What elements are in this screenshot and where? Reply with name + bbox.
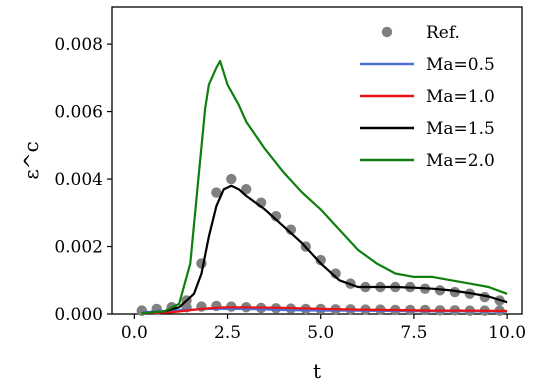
y-tick-label: 0.008	[54, 35, 103, 55]
legend-label-ma-1-0: Ma=1.0	[426, 87, 495, 107]
axes-layer: 0.0 2.5 5.0 7.5 10.0 0.000 0.002 0.004 0.006 0.00…	[54, 35, 526, 343]
plot-area	[111, 6, 523, 315]
x-tick-label: 0.0	[121, 323, 148, 343]
ref-point	[211, 187, 222, 198]
legend-marker-ref	[381, 26, 393, 38]
legend-label-ref: Ref.	[426, 23, 460, 43]
ref-point	[226, 173, 237, 185]
x-tick-label: 5.0	[307, 323, 334, 343]
y-tick-label: 0.002	[54, 238, 103, 258]
x-tick-label: 7.5	[400, 323, 427, 343]
y-tick-label: 0.000	[54, 305, 103, 325]
y-tick-label: 0.006	[54, 103, 103, 123]
legend-label-ma-2-0: Ma=2.0	[426, 151, 495, 171]
ref-point	[270, 210, 282, 222]
series-line-ma-1-0	[141, 306, 508, 315]
series-line-ma-1-5	[141, 184, 508, 315]
data-layer	[136, 59, 508, 316]
x-tick-label: 10.0	[488, 323, 526, 343]
ref-point	[330, 268, 341, 279]
series-line-ma-2-0	[141, 59, 508, 315]
legend: Ref. Ma=0.5 Ma=1.0 Ma=1.5 Ma=2.0	[360, 23, 495, 171]
x-tick-label: 2.5	[214, 323, 241, 343]
legend-label-ma-1-5: Ma=1.5	[426, 119, 495, 139]
legend-label-ma-0-5: Ma=0.5	[426, 55, 495, 75]
ref-point	[315, 254, 326, 266]
ref-point	[240, 183, 252, 195]
x-axis-label: t	[313, 359, 321, 383]
ref-point	[285, 224, 297, 235]
y-axis-label: ε^c	[19, 141, 43, 179]
y-tick-label: 0.004	[54, 170, 103, 190]
